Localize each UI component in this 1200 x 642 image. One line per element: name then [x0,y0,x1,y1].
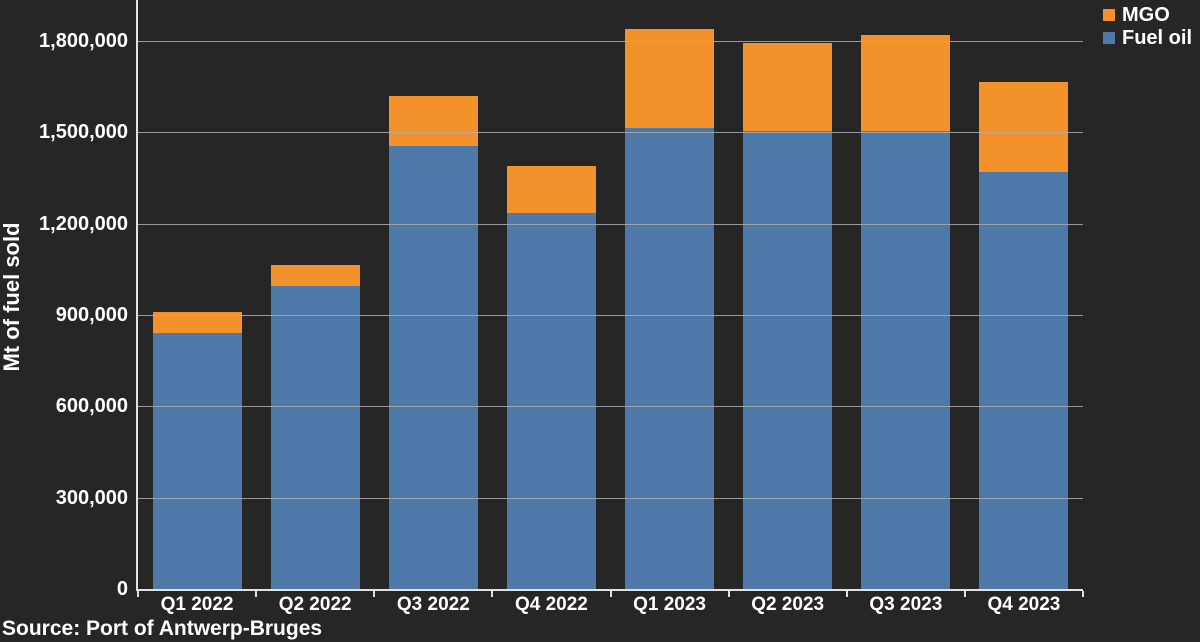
y-tick-label-300000: 300,000 [55,486,128,509]
y-tick-label-900000: 900,000 [55,304,128,326]
source-attribution: Source: Port of Antwerp-Bruges [2,617,323,640]
bar-segment-fuel-oil-q1-2023 [625,127,715,589]
gridline-600000 [138,406,1083,408]
y-tick-label-1200000: 1,200,000 [39,212,128,235]
x-axis-tick [491,591,494,597]
x-axis-tick [845,591,848,597]
x-axis-tick [1082,591,1084,597]
x-axis-tick [255,591,258,597]
bar-segment-fuel-oil-q3-2022 [388,146,478,589]
mgo-swatch-icon [1103,9,1115,21]
x-label-q2-2022: Q2 2022 [278,594,352,615]
x-axis-tick [373,591,376,597]
bar-segment-fuel-oil-q1-2022 [152,333,242,589]
x-label-q4-2022: Q4 2022 [514,594,588,615]
plot-area [138,0,1083,589]
bar-segment-mgo-q1-2023 [625,28,715,128]
y-tick-label-1500000: 1,500,000 [39,121,128,144]
bar-segment-fuel-oil-q2-2022 [270,286,360,589]
bar-segment-mgo-q3-2023 [861,35,951,131]
x-axis-tick [727,591,730,597]
legend: MGO Fuel oil [1103,4,1192,50]
legend-label-mgo: MGO [1122,4,1170,26]
bar-segment-mgo-q4-2022 [506,165,596,214]
y-tick-label-600000: 600,000 [55,395,128,418]
x-axis-line [136,589,1083,591]
bar-segment-mgo-q2-2023 [743,42,833,131]
fuel-oil-swatch-icon [1103,32,1115,44]
legend-label-fuel-oil: Fuel oil [1122,27,1192,49]
x-label-q3-2022: Q3 2022 [396,594,470,615]
gridline-300000 [138,497,1083,499]
x-label-q1-2023: Q1 2023 [633,594,706,615]
bar-segment-mgo-q1-2022 [152,312,242,334]
x-axis-tick [137,591,139,597]
x-axis-tick [963,591,966,597]
legend-item-fuel-oil: Fuel oil [1103,27,1192,49]
gridline-900000 [138,315,1083,316]
gridline-1200000 [138,223,1083,225]
y-tick-label-1800000: 1,800,000 [39,30,128,53]
bar-segment-fuel-oil-q4-2023 [979,172,1069,589]
x-label-q4-2023: Q4 2023 [987,594,1061,615]
bar-segment-mgo-q4-2023 [979,82,1069,172]
y-tick-label-0: 0 [116,578,128,600]
legend-item-mgo: MGO [1103,4,1192,26]
bar-segment-fuel-oil-q2-2023 [743,130,833,589]
x-label-q2-2023: Q2 2023 [751,594,825,615]
x-axis-tick [609,591,612,597]
gridline-1800000 [138,41,1083,43]
x-label-q3-2023: Q3 2023 [869,594,943,615]
bar-segment-mgo-q2-2022 [270,264,360,287]
x-label-q1-2022: Q1 2022 [160,594,234,615]
bar-segment-fuel-oil-q3-2023 [861,130,951,589]
y-axis-line [136,0,138,591]
gridline-1500000 [138,132,1083,134]
bar-segment-mgo-q3-2022 [388,95,478,147]
bar-segment-fuel-oil-q4-2022 [506,213,596,589]
